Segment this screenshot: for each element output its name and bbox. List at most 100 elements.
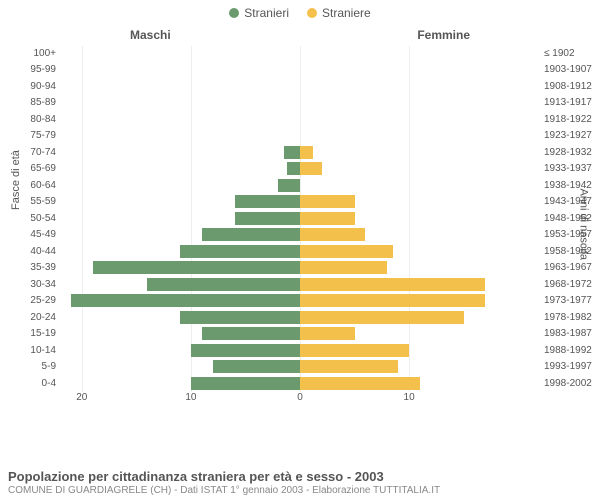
bar-female: [300, 245, 393, 258]
bar-male: [191, 344, 300, 357]
bar-female: [300, 162, 322, 175]
bar-female: [300, 360, 398, 373]
pyramid-row: 50-541948-1952: [60, 211, 540, 227]
bar-male: [147, 278, 300, 291]
bar-male: [284, 146, 300, 159]
chart-subtitle: COMUNE DI GUARDIAGRELE (CH) - Dati ISTAT…: [8, 485, 592, 496]
bar-male: [180, 311, 300, 324]
birth-year-label: 1998-2002: [544, 376, 600, 391]
header-male: Maschi: [130, 28, 171, 42]
bar-female: [300, 278, 485, 291]
birth-year-label: 1938-1942: [544, 178, 600, 193]
caption: Popolazione per cittadinanza straniera p…: [8, 469, 592, 496]
x-tick-label: 10: [404, 392, 415, 403]
age-label: 40-44: [18, 244, 56, 259]
pyramid-row: 5-91993-1997: [60, 359, 540, 375]
birth-year-label: 1928-1932: [544, 145, 600, 160]
pyramid-row: 75-791923-1927: [60, 128, 540, 144]
birth-year-label: 1918-1922: [544, 112, 600, 127]
pyramid-row: 70-741928-1932: [60, 145, 540, 161]
birth-year-label: 1948-1952: [544, 211, 600, 226]
age-label: 30-34: [18, 277, 56, 292]
age-label: 20-24: [18, 310, 56, 325]
legend-label-male: Stranieri: [244, 6, 289, 20]
age-label: 60-64: [18, 178, 56, 193]
age-label: 70-74: [18, 145, 56, 160]
pyramid-row: 40-441958-1962: [60, 244, 540, 260]
bar-male: [278, 179, 300, 192]
birth-year-label: 1953-1957: [544, 227, 600, 242]
birth-year-label: 1943-1947: [544, 194, 600, 209]
pyramid-row: 60-641938-1942: [60, 178, 540, 194]
pyramid-row: 10-141988-1992: [60, 343, 540, 359]
bar-female: [300, 377, 420, 390]
bar-male: [213, 360, 300, 373]
birth-year-label: ≤ 1902: [544, 46, 600, 61]
age-label: 75-79: [18, 128, 56, 143]
bar-female: [300, 146, 313, 159]
bar-male: [93, 261, 300, 274]
pyramid-row: 85-891913-1917: [60, 95, 540, 111]
bar-female: [300, 294, 485, 307]
pyramid-row: 35-391963-1967: [60, 260, 540, 276]
bar-female: [300, 212, 355, 225]
birth-year-label: 1988-1992: [544, 343, 600, 358]
age-label: 55-59: [18, 194, 56, 209]
age-label: 65-69: [18, 161, 56, 176]
age-label: 25-29: [18, 293, 56, 308]
birth-year-label: 1923-1927: [544, 128, 600, 143]
age-label: 10-14: [18, 343, 56, 358]
age-label: 5-9: [18, 359, 56, 374]
bar-male: [191, 377, 300, 390]
pyramid-row: 80-841918-1922: [60, 112, 540, 128]
bar-male: [202, 228, 300, 241]
x-axis: 2010010: [60, 392, 540, 406]
pyramid-row: 90-941908-1912: [60, 79, 540, 95]
pyramid-row: 0-41998-2002: [60, 376, 540, 392]
x-tick-label: 0: [297, 392, 303, 403]
bar-male: [202, 327, 300, 340]
bar-female: [300, 311, 464, 324]
age-label: 35-39: [18, 260, 56, 275]
age-label: 95-99: [18, 62, 56, 77]
chart-title: Popolazione per cittadinanza straniera p…: [8, 469, 592, 484]
bar-male: [180, 245, 300, 258]
age-label: 100+: [18, 46, 56, 61]
pyramid-row: 25-291973-1977: [60, 293, 540, 309]
population-pyramid: 2010010100+≤ 190295-991903-190790-941908…: [60, 46, 540, 426]
pyramid-row: 20-241978-1982: [60, 310, 540, 326]
age-label: 90-94: [18, 79, 56, 94]
x-tick-label: 20: [76, 392, 87, 403]
bar-female: [300, 228, 365, 241]
birth-year-label: 1968-1972: [544, 277, 600, 292]
birth-year-label: 1913-1917: [544, 95, 600, 110]
legend-item-female: Straniere: [307, 6, 371, 20]
birth-year-label: 1963-1967: [544, 260, 600, 275]
pyramid-row: 65-691933-1937: [60, 161, 540, 177]
birth-year-label: 1903-1907: [544, 62, 600, 77]
pyramid-row: 55-591943-1947: [60, 194, 540, 210]
bar-male: [71, 294, 300, 307]
pyramid-row: 30-341968-1972: [60, 277, 540, 293]
legend: Stranieri Straniere: [0, 0, 600, 20]
birth-year-label: 1908-1912: [544, 79, 600, 94]
pyramid-row: 45-491953-1957: [60, 227, 540, 243]
bar-female: [300, 327, 355, 340]
birth-year-label: 1978-1982: [544, 310, 600, 325]
birth-year-label: 1993-1997: [544, 359, 600, 374]
age-label: 0-4: [18, 376, 56, 391]
age-label: 15-19: [18, 326, 56, 341]
circle-icon: [229, 8, 239, 18]
bar-male: [287, 162, 300, 175]
birth-year-label: 1933-1937: [544, 161, 600, 176]
age-label: 50-54: [18, 211, 56, 226]
birth-year-label: 1958-1962: [544, 244, 600, 259]
circle-icon: [307, 8, 317, 18]
header-female: Femmine: [417, 28, 470, 42]
legend-item-male: Stranieri: [229, 6, 289, 20]
bar-female: [300, 344, 409, 357]
pyramid-row: 100+≤ 1902: [60, 46, 540, 62]
birth-year-label: 1983-1987: [544, 326, 600, 341]
bar-male: [235, 195, 300, 208]
legend-label-female: Straniere: [322, 6, 371, 20]
